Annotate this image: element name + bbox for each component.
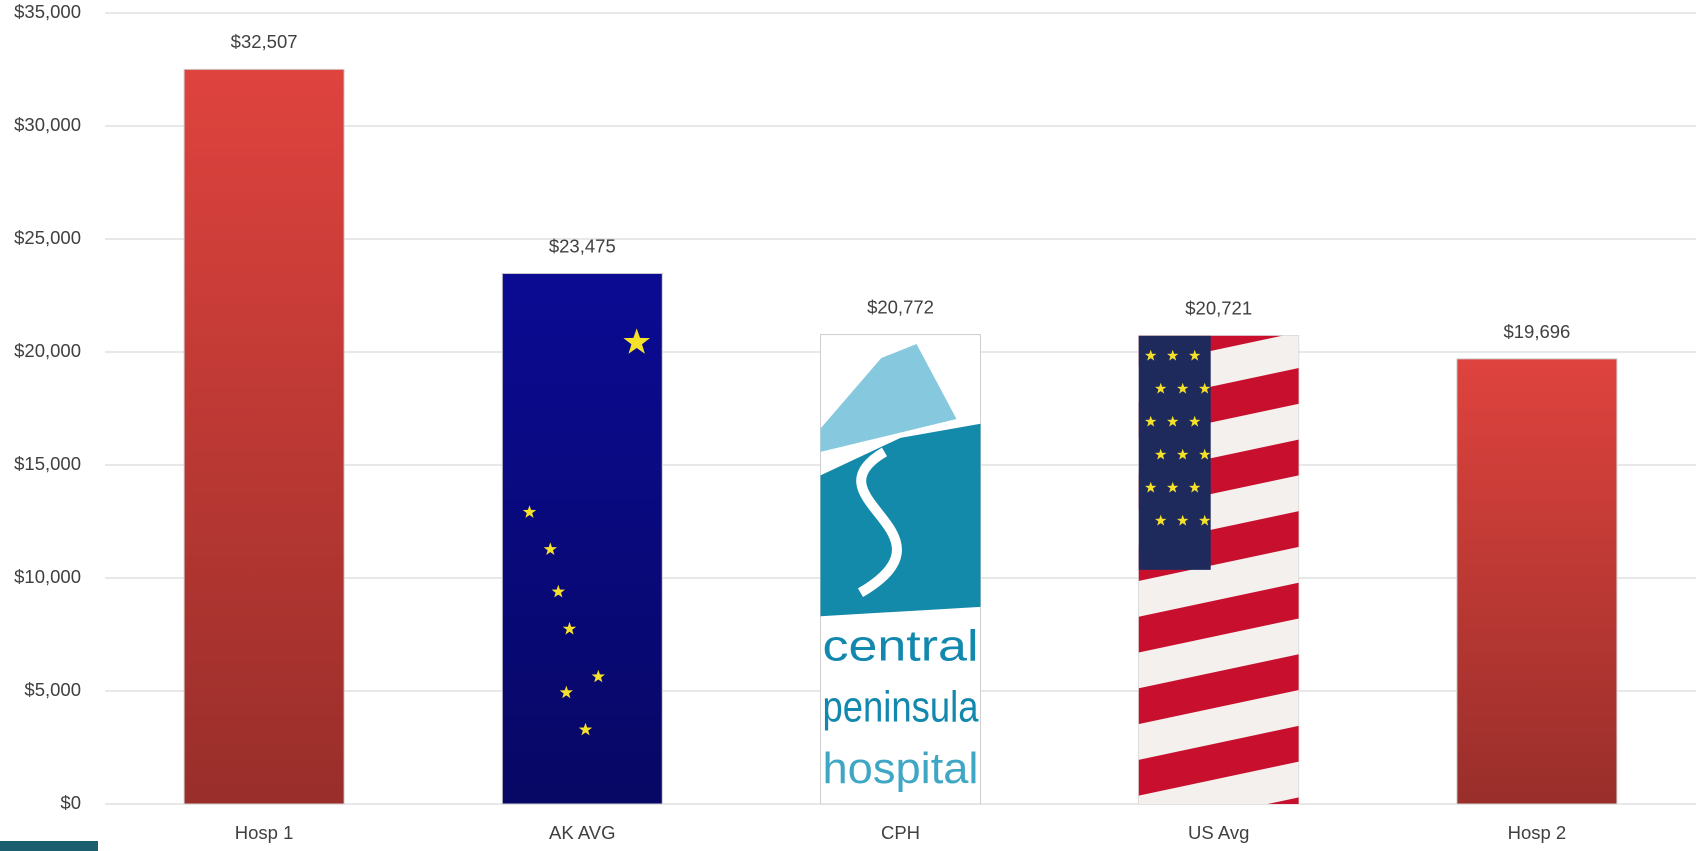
flag-star bbox=[1189, 415, 1201, 427]
value-label: $20,721 bbox=[1185, 298, 1252, 319]
flag-star bbox=[578, 722, 593, 736]
flag-star bbox=[1177, 382, 1189, 394]
y-tick-label: $10,000 bbox=[14, 566, 81, 587]
corner-accent bbox=[0, 841, 98, 851]
flag-star bbox=[1189, 481, 1201, 493]
bar-art bbox=[1138, 335, 1299, 804]
logo-river bbox=[856, 447, 902, 598]
flag-star bbox=[1145, 349, 1157, 361]
flag-star bbox=[1199, 448, 1211, 460]
x-tick-label: Hosp 1 bbox=[235, 822, 294, 843]
x-tick-label: AK AVG bbox=[549, 822, 616, 843]
flag-star bbox=[543, 542, 557, 555]
value-label: $19,696 bbox=[1503, 321, 1570, 342]
bar-art: central peninsula hospital bbox=[820, 343, 981, 793]
logo-mountain bbox=[820, 343, 957, 452]
y-tick-label: $35,000 bbox=[14, 1, 81, 22]
logo-text: hospital bbox=[823, 744, 979, 793]
logo-text: central bbox=[823, 622, 979, 671]
value-label: $32,507 bbox=[231, 31, 298, 52]
x-tick-label: CPH bbox=[881, 822, 920, 843]
flag-canton bbox=[1138, 335, 1211, 570]
bar-art bbox=[522, 328, 650, 736]
y-tick-label: $25,000 bbox=[14, 227, 81, 248]
flag-star bbox=[562, 621, 577, 635]
y-tick-label: $30,000 bbox=[14, 114, 81, 135]
flag-star bbox=[1189, 349, 1201, 361]
y-tick-label: $0 bbox=[60, 792, 81, 813]
flag-star bbox=[559, 685, 573, 699]
x-tick-label: US Avg bbox=[1188, 822, 1249, 843]
flag-star bbox=[1199, 514, 1211, 526]
y-tick-label: $5,000 bbox=[24, 679, 81, 700]
flag-star bbox=[1177, 514, 1189, 526]
flag-star bbox=[1155, 514, 1167, 526]
bar bbox=[501, 272, 663, 805]
flag-star bbox=[551, 584, 565, 598]
flag-star bbox=[1145, 415, 1157, 427]
flag-star bbox=[1155, 382, 1167, 394]
flag-star bbox=[1177, 448, 1189, 460]
flag-star bbox=[623, 328, 650, 354]
flag-star bbox=[1167, 415, 1179, 427]
value-label: $23,475 bbox=[549, 235, 616, 256]
flag-star bbox=[1155, 448, 1167, 460]
value-label: $20,772 bbox=[867, 296, 934, 317]
bar bbox=[1456, 358, 1618, 805]
flag-star bbox=[522, 505, 537, 518]
y-tick-label: $15,000 bbox=[14, 453, 81, 474]
x-tick-label: Hosp 2 bbox=[1508, 822, 1567, 843]
flag-star bbox=[1167, 481, 1179, 493]
flag-star bbox=[1167, 349, 1179, 361]
bar bbox=[183, 68, 345, 805]
logo-text: peninsula bbox=[823, 683, 979, 732]
flag-star bbox=[1145, 481, 1157, 493]
y-tick-label: $20,000 bbox=[14, 340, 81, 361]
flag-star bbox=[591, 669, 605, 683]
flag-star bbox=[1199, 382, 1211, 394]
